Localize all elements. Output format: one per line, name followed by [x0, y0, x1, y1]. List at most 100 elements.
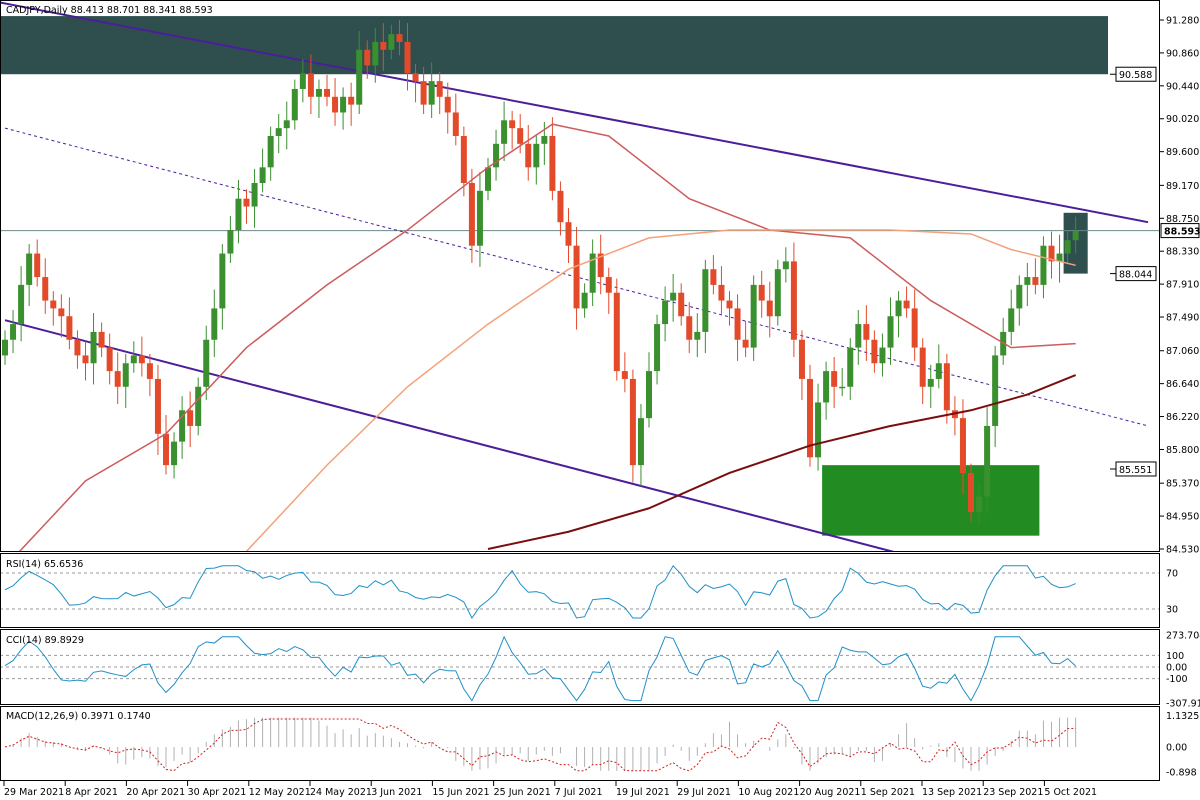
time-axis: 29 Mar 2021 8 Apr 2021 20 Apr 2021 30 Apr 2… [3, 781, 1097, 798]
candle-body [380, 41, 387, 50]
time-tick-label: 10 Aug 2021 [738, 787, 799, 798]
candle-body [815, 402, 822, 458]
time-tick-label: 20 Apr 2021 [126, 787, 185, 798]
candle-body [468, 183, 475, 246]
price-tick-label: 86.640 [1166, 379, 1199, 390]
candle-body [750, 284, 757, 348]
level-box [1115, 461, 1157, 477]
candle-body [903, 300, 910, 309]
candle-body [259, 167, 266, 184]
candle-body [267, 135, 274, 168]
candle-body [533, 143, 540, 168]
price-tick-label: 86.220 [1166, 412, 1199, 423]
candle-body [1024, 277, 1031, 285]
candle-body [509, 120, 516, 129]
candle-body [388, 34, 395, 50]
candle-body [1048, 245, 1055, 262]
candle-body [436, 81, 443, 97]
rsi-tick: 70 [1166, 569, 1178, 580]
candle-body [758, 284, 765, 301]
candle-body [154, 378, 161, 434]
candle-body [871, 339, 878, 364]
time-tick-label: 5 Oct 2021 [1044, 787, 1097, 798]
candle-body [549, 135, 556, 191]
cci-tick: -100 [1166, 674, 1188, 685]
moving-averages [18, 123, 1077, 551]
candle-body [187, 410, 194, 426]
candle-body [251, 183, 258, 207]
price-tick-label: 87.060 [1166, 346, 1199, 357]
candle-body [18, 284, 25, 325]
zone-1 [822, 465, 1040, 536]
cci-tick: 100 [1166, 651, 1184, 662]
candle-body [742, 339, 749, 348]
candle-body [396, 34, 403, 42]
candle-body [364, 49, 371, 66]
time-tick-label: 29 Jul 2021 [677, 787, 731, 798]
cci-title: CCI(14) 89.8929 [6, 635, 84, 646]
candle-body [831, 371, 838, 387]
candle-body [557, 190, 564, 223]
price-tick-label: 90.440 [1166, 81, 1199, 92]
level-label: 88.044 [1119, 270, 1152, 281]
candle-body [315, 88, 322, 97]
candle-body [702, 269, 709, 332]
price-tick-label: 88.750 [1166, 214, 1199, 225]
candle-body [613, 292, 620, 372]
candle-body [927, 378, 934, 387]
level-box [1115, 266, 1157, 282]
cci-tick: 273.7049 [1166, 631, 1200, 642]
zones [1, 16, 1108, 536]
candle-body [211, 308, 218, 340]
time-tick-label: 29 Mar 2021 [4, 787, 64, 798]
candle-body [879, 347, 886, 364]
time-tick-label: 30 Apr 2021 [188, 787, 247, 798]
price-tick-label: 90.860 [1166, 48, 1199, 59]
candle-body [203, 339, 210, 387]
level-label: 90.588 [1119, 70, 1152, 81]
candle-body [493, 143, 500, 168]
candle-body [670, 292, 677, 301]
candle-body [235, 198, 242, 231]
candle-body [90, 331, 97, 364]
time-tick-label: 3 Jun 2021 [371, 787, 422, 798]
candle-body [275, 128, 282, 136]
candle-body [935, 363, 942, 379]
rsi-tick: 30 [1166, 605, 1178, 616]
indicators: 7030273.70491000.00-100-307.91441.13250.… [0, 564, 1200, 779]
cci-tick: 0.00 [1166, 663, 1187, 674]
price-tick-label: 87.490 [1166, 313, 1199, 324]
cci-line [4, 635, 1076, 702]
candle-body [565, 222, 572, 246]
candle-body [911, 308, 918, 348]
candle-body [452, 112, 459, 136]
candle-body [66, 316, 73, 340]
candle-body [340, 96, 347, 113]
candle-body [943, 363, 950, 411]
trendline-lower [4, 319, 895, 551]
candle-body [573, 245, 580, 309]
price-tick-label: 90.020 [1166, 114, 1199, 125]
time-tick-label: 15 Jun 2021 [432, 787, 489, 798]
candle-body [291, 88, 298, 121]
candle-body [847, 347, 854, 387]
candle-body [863, 324, 870, 340]
candle-body [227, 230, 234, 254]
candle-body [324, 88, 330, 97]
candle-body [428, 81, 435, 105]
candle-body [444, 96, 451, 113]
candle-body [662, 300, 669, 325]
candle-body [823, 371, 830, 403]
candle-body [1040, 245, 1047, 285]
candle-body [694, 331, 701, 340]
chart-header: CADJPY,Daily 88.413 88.701 88.341 88.593 [6, 5, 213, 16]
candle-body [163, 433, 169, 466]
candle-body [420, 81, 427, 105]
candle-body [774, 269, 781, 317]
candle-body [895, 300, 902, 317]
candle-body [976, 496, 983, 513]
macd-title: MACD(12,26,9) 0.3971 0.1740 [6, 711, 151, 722]
macd-tick: 0.00 [1166, 743, 1187, 754]
macd-signal-line [4, 718, 1076, 772]
candle-body [798, 339, 805, 379]
